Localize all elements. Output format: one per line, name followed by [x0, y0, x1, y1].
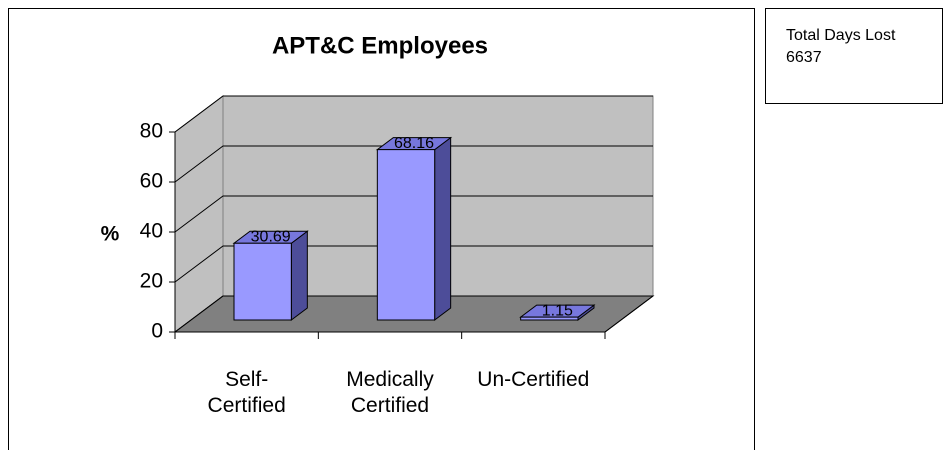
data-label: 68.16 [394, 135, 434, 152]
y-axis-label: % [101, 223, 120, 246]
x-tick-label: Un-Certified [477, 368, 590, 391]
side-box-value: 6637 [786, 49, 822, 66]
y-tick-label: 80 [140, 120, 163, 143]
y-tick-label: 20 [140, 270, 163, 293]
bar-side [290, 230, 308, 321]
bar [375, 136, 453, 321]
side-box-label: Total Days Lost [786, 27, 896, 44]
grid-line [174, 145, 653, 183]
bar [232, 230, 309, 321]
grid-line [174, 295, 653, 333]
x-tick-label: Self-Certified [207, 368, 286, 417]
bar-front [520, 316, 579, 321]
data-label: 1.15 [542, 302, 573, 319]
x-tick-label: Medically Certified [346, 368, 434, 417]
y-tick-label: 60 [140, 170, 163, 193]
bar-side [434, 136, 452, 321]
floor-edge [604, 295, 654, 333]
data-label: 30.69 [251, 228, 291, 245]
bar-front [376, 149, 436, 321]
side-box: Total Days Lost 6637 [765, 8, 943, 104]
grid-line [174, 245, 653, 283]
y-tick-label: 40 [140, 220, 163, 243]
bar [519, 304, 596, 321]
chart-title: APT&C Employees [272, 32, 488, 59]
bar-front [233, 242, 292, 321]
grid-line [174, 195, 653, 233]
y-tick-label: 0 [151, 320, 163, 343]
grid-line [174, 95, 653, 133]
